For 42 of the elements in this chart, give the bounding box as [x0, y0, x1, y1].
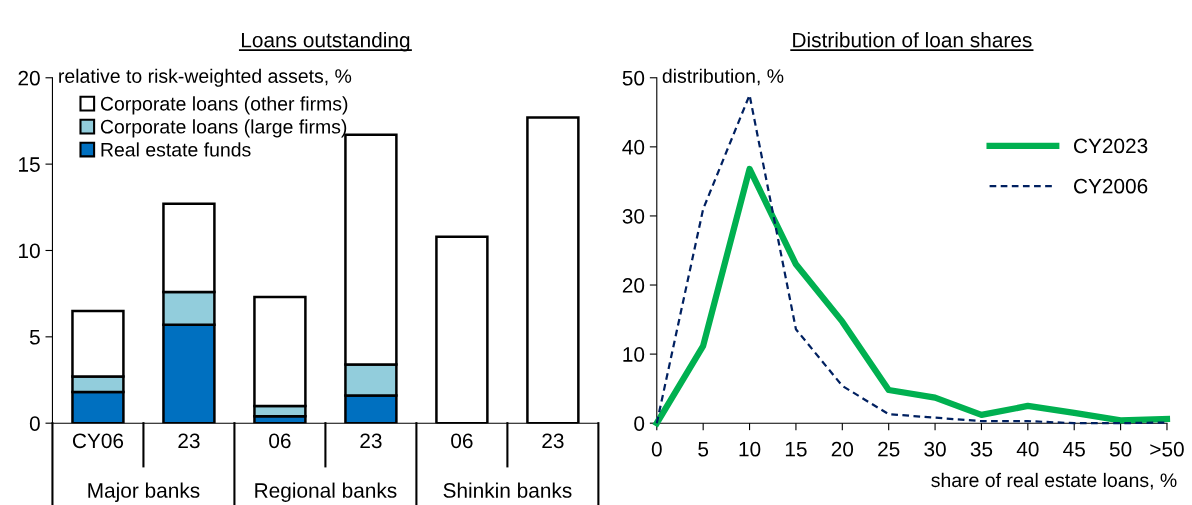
y-tick-label: 15: [19, 157, 40, 172]
x-tick-label: 40: [1016, 441, 1039, 457]
x-tick-label: 23: [360, 433, 382, 449]
chart-title: Loans outstanding: [241, 32, 410, 52]
y-tick-label: 30: [622, 208, 645, 224]
text: Regional banks: [255, 482, 397, 502]
x-tick-label: 5: [698, 442, 709, 457]
x-axis-title: share of real estate loans, %: [931, 472, 1177, 490]
x-tick-label: 30: [924, 441, 946, 457]
x-tick-label: 45: [1063, 442, 1085, 457]
text: Shinkin banks: [443, 482, 572, 498]
y-tick-label: 0: [29, 416, 40, 431]
y-tick-label: 50: [622, 70, 645, 86]
x-tick-label: 23: [542, 433, 564, 449]
legend-label: Corporate loans (large firms): [100, 119, 347, 138]
y-tick-label: 40: [622, 139, 645, 155]
y-axis-title: relative to risk-weighted assets, %: [59, 68, 352, 87]
x-tick-label: 15: [785, 442, 807, 457]
y-axis-title: distribution, %: [662, 68, 784, 86]
x-tick-label: >50: [1150, 441, 1184, 457]
text: Major banks: [88, 482, 200, 502]
y-tick-label: 10: [19, 243, 40, 259]
x-tick-label: 20: [831, 441, 854, 457]
legend-label: Real estate funds: [101, 142, 251, 157]
x-tick-label: 50: [1109, 441, 1132, 457]
y-tick-label: 0: [634, 416, 645, 431]
legend-label: CY2006: [1073, 178, 1148, 194]
legend-label: Corporate loans (other firms): [100, 96, 348, 115]
x-tick-label: 06: [269, 433, 291, 449]
x-tick-label: CY06: [72, 433, 124, 449]
x-tick-label: 35: [970, 441, 993, 457]
y-tick-label: 5: [29, 330, 40, 345]
x-tick-label: 23: [178, 433, 200, 449]
y-tick-label: 10: [623, 347, 645, 362]
x-tick-label: 0: [651, 441, 662, 457]
x-tick-label: 25: [878, 441, 900, 457]
legend-label: CY2023: [1073, 138, 1148, 154]
y-tick-label: 20: [622, 278, 645, 293]
x-tick-label: 06: [451, 433, 473, 449]
chart-title: Distribution of loan shares: [793, 32, 1032, 48]
y-tick-label: 20: [18, 70, 40, 86]
x-tick-label: 10: [739, 441, 761, 457]
